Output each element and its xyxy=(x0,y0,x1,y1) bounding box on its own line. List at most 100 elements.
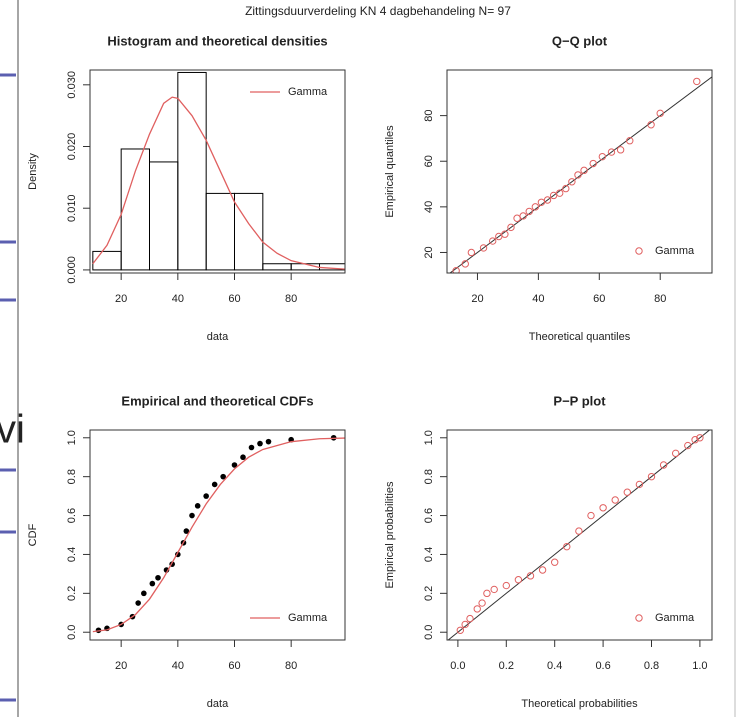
point xyxy=(149,580,156,587)
x-tick-label: 40 xyxy=(172,293,184,305)
legend-label: Gamma xyxy=(655,612,695,624)
point xyxy=(141,590,147,597)
point xyxy=(257,440,263,447)
y-tick-label: 0.0 xyxy=(423,625,435,640)
plot-area xyxy=(447,430,711,640)
y-tick-label: 0.030 xyxy=(66,71,78,99)
point xyxy=(461,260,469,268)
x-axis-label: data xyxy=(207,698,229,710)
point xyxy=(626,137,634,145)
x-axis-label: data xyxy=(207,331,229,343)
legend-marker xyxy=(635,614,643,622)
point xyxy=(203,493,209,499)
point xyxy=(135,600,141,606)
y-tick-label: 0.8 xyxy=(423,469,435,484)
point xyxy=(519,212,527,220)
point xyxy=(525,207,533,216)
y-tick-label: 1.0 xyxy=(66,430,78,445)
point xyxy=(452,267,460,273)
y-tick-label: 0.6 xyxy=(66,508,78,523)
point xyxy=(526,572,535,580)
x-tick-label: 0.0 xyxy=(450,660,465,672)
y-tick-label: 0.4 xyxy=(66,547,78,562)
point xyxy=(473,605,481,613)
y-tick-label: 0.2 xyxy=(66,586,78,601)
y-axis-label: Density xyxy=(27,153,39,190)
point xyxy=(623,488,631,496)
x-tick-label: 1.0 xyxy=(692,660,707,672)
y-tick-label: 20 xyxy=(423,246,435,258)
point xyxy=(507,223,515,232)
point xyxy=(647,472,656,481)
point xyxy=(693,77,701,86)
point xyxy=(538,566,547,574)
point xyxy=(456,626,465,634)
point xyxy=(635,480,644,489)
x-tick-label: 40 xyxy=(172,660,184,672)
point xyxy=(691,436,699,444)
point xyxy=(598,152,607,161)
y-tick-label: 0.020 xyxy=(66,133,78,161)
y-axis-label: CDF xyxy=(27,523,39,546)
point xyxy=(488,237,497,245)
y-tick-label: 80 xyxy=(423,109,435,121)
point xyxy=(543,196,552,204)
line xyxy=(92,96,345,270)
point xyxy=(616,146,625,154)
x-tick-label: 60 xyxy=(228,660,240,672)
x-axis-label: Theoretical quantiles xyxy=(529,331,631,343)
point xyxy=(466,614,474,623)
point xyxy=(467,248,476,257)
point xyxy=(194,503,201,509)
point xyxy=(556,189,564,197)
point xyxy=(550,558,559,566)
x-tick-label: 20 xyxy=(471,293,483,305)
point xyxy=(479,244,488,252)
x-tick-label: 0.4 xyxy=(547,660,562,672)
point xyxy=(483,589,491,598)
point xyxy=(574,171,582,179)
x-tick-label: 20 xyxy=(115,660,127,672)
y-tick-label: 0.2 xyxy=(423,586,435,601)
y-tick-label: 40 xyxy=(423,201,435,213)
plot-frame xyxy=(89,429,346,641)
point xyxy=(696,434,704,442)
point xyxy=(589,159,597,168)
figure-title: Zittingsduurverdeling KN 4 dagbehandelin… xyxy=(245,4,511,18)
point xyxy=(211,481,218,488)
x-tick-label: 60 xyxy=(593,293,605,305)
plot-area xyxy=(92,71,345,271)
x-axis-label: Theoretical probabilities xyxy=(521,698,638,710)
x-tick-label: 60 xyxy=(228,293,240,305)
bar xyxy=(177,71,207,271)
point xyxy=(587,511,595,520)
y-tick-label: 0.6 xyxy=(423,508,435,523)
point xyxy=(490,585,498,594)
y-tick-label: 60 xyxy=(423,155,435,167)
point xyxy=(240,454,246,461)
y-axis-label: Empirical quantiles xyxy=(384,125,396,218)
point xyxy=(575,527,583,535)
x-tick-label: 0.2 xyxy=(499,660,514,672)
x-tick-label: 20 xyxy=(115,293,127,305)
point xyxy=(231,462,238,468)
point xyxy=(611,496,619,504)
legend-label: Gamma xyxy=(288,86,328,98)
background-text: vi xyxy=(0,408,25,452)
line xyxy=(92,437,345,633)
point xyxy=(568,178,576,186)
point xyxy=(155,574,161,581)
point xyxy=(220,473,226,480)
point xyxy=(461,620,469,629)
x-tick-label: 80 xyxy=(654,293,666,305)
point xyxy=(580,166,588,175)
plot-area xyxy=(449,76,712,273)
y-axis-label: Empirical probabilities xyxy=(384,481,396,588)
reference-line xyxy=(449,76,712,273)
point xyxy=(502,581,510,590)
x-tick-label: 0.6 xyxy=(595,660,610,672)
point xyxy=(514,576,523,584)
plot-frame xyxy=(89,69,346,274)
